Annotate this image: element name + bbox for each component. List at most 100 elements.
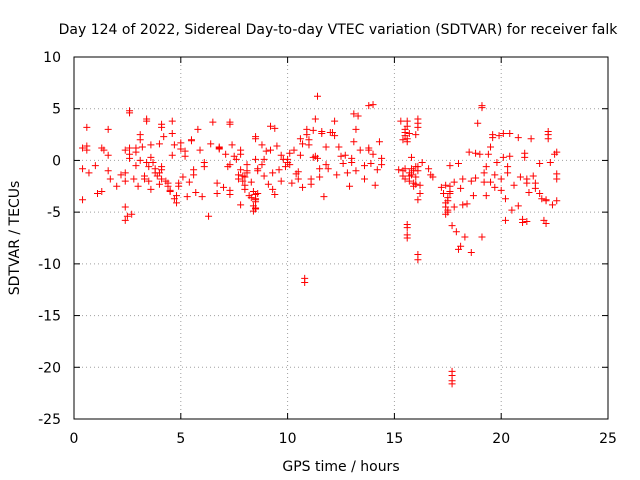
data-point (350, 110, 358, 118)
data-point (79, 144, 87, 152)
data-point (252, 135, 260, 143)
data-point (222, 150, 230, 158)
data-point (273, 142, 281, 150)
data-point (271, 191, 279, 199)
y-tick-labels: -25 -20 -15 -10 -5 0 5 10 (38, 50, 61, 428)
data-point (149, 158, 157, 166)
data-point (341, 151, 349, 159)
data-point (254, 167, 262, 175)
data-point (519, 215, 527, 223)
data-point (495, 132, 503, 140)
data-point (98, 187, 106, 195)
data-point (399, 136, 407, 144)
data-point (536, 190, 544, 198)
data-point (258, 161, 266, 169)
data-point (354, 112, 362, 120)
data-point (100, 146, 108, 154)
data-point (553, 175, 561, 183)
data-point (378, 161, 386, 169)
data-point (414, 167, 422, 175)
data-point (185, 178, 193, 186)
data-point (339, 160, 347, 168)
data-points (79, 92, 561, 388)
data-point (267, 122, 275, 130)
data-point (247, 178, 255, 186)
data-point (260, 172, 268, 180)
data-point (143, 117, 151, 125)
data-point (314, 92, 322, 100)
data-point (177, 139, 185, 147)
data-point (497, 175, 505, 183)
data-point (168, 130, 176, 138)
data-point (523, 179, 531, 187)
data-point (83, 146, 91, 154)
data-point (136, 136, 144, 144)
data-point (237, 166, 245, 174)
data-point (360, 175, 368, 183)
data-point (237, 201, 245, 209)
data-point (521, 153, 529, 161)
data-point (536, 160, 544, 168)
data-point (403, 234, 411, 242)
data-point (241, 185, 249, 193)
chart-title: Day 124 of 2022, Sidereal Day-to-day VTE… (59, 22, 619, 38)
data-point (446, 162, 454, 170)
data-point (489, 134, 497, 142)
data-point (83, 123, 91, 131)
x-tick-labels: 0 5 10 15 20 25 (70, 431, 617, 447)
y-tick-label: -25 (38, 412, 61, 428)
data-point (365, 146, 373, 154)
data-point (252, 205, 260, 213)
data-point (104, 125, 112, 133)
data-point (301, 278, 309, 286)
data-point (416, 190, 424, 198)
data-point (348, 158, 356, 166)
data-point (504, 169, 512, 177)
data-point (305, 141, 313, 149)
data-point (412, 131, 420, 139)
data-point (247, 194, 255, 202)
data-point (542, 196, 550, 204)
data-point (333, 171, 341, 179)
data-point (514, 202, 522, 210)
data-point (113, 182, 121, 190)
data-point (457, 184, 465, 192)
data-point (294, 168, 302, 176)
data-point (360, 162, 368, 170)
data-point (198, 193, 206, 201)
data-point (121, 169, 129, 177)
data-point (531, 184, 539, 192)
data-point (192, 188, 200, 196)
x-tick-label: 10 (279, 431, 297, 447)
data-point (226, 120, 234, 128)
data-point (510, 181, 518, 189)
data-point (121, 203, 129, 211)
data-point (414, 196, 422, 204)
data-point (134, 182, 142, 190)
y-tick-label: -10 (38, 257, 61, 273)
data-point (254, 190, 262, 198)
data-point (446, 182, 454, 190)
data-point (476, 150, 484, 158)
data-point (461, 233, 469, 241)
data-point (450, 178, 458, 186)
data-point (457, 242, 465, 250)
data-point (106, 175, 114, 183)
x-tick-label: 20 (492, 431, 510, 447)
data-point (497, 186, 505, 194)
data-point (126, 109, 134, 117)
data-point (168, 117, 176, 125)
data-point (307, 180, 315, 188)
data-point (277, 177, 285, 185)
data-point (448, 222, 456, 230)
data-point (158, 166, 166, 174)
data-point (538, 195, 546, 203)
x-tick-label: 0 (70, 431, 79, 447)
y-tick-label: 0 (52, 153, 61, 169)
data-point (407, 171, 415, 179)
data-point (474, 119, 482, 127)
data-point (546, 158, 554, 166)
data-point (299, 183, 307, 191)
data-point (264, 180, 272, 188)
data-point (343, 169, 351, 177)
